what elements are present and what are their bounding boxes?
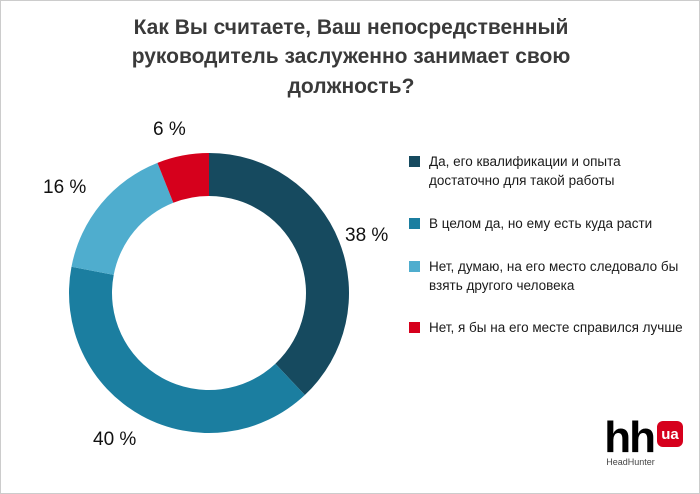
percent-label-seg1: 38 % (345, 225, 389, 246)
percent-label-seg4: 6 % (153, 119, 186, 140)
donut-segment-1 (209, 153, 350, 396)
legend-label: Нет, я бы на его месте справился лучше (429, 320, 683, 336)
logo-row: hh ua (604, 413, 683, 462)
legend-swatch-icon (409, 322, 420, 334)
legend-label: В целом да, но ему есть куда расти (429, 215, 653, 231)
legend-label: Нет, думаю, на его место следовало бы вз… (429, 258, 679, 293)
percent-label-seg2: 40 % (93, 429, 137, 450)
legend-swatch-icon (409, 260, 420, 272)
legend-swatch-icon (409, 217, 420, 229)
legend-item: В целом да, но ему есть куда расти (409, 215, 685, 234)
chart-title: Как Вы считаете, Ваш непосредственный ру… (131, 16, 571, 98)
logo-caption: HeadHunter (606, 457, 655, 467)
logo-ua-badge: ua (657, 421, 683, 447)
headhunter-logo: hh ua HeadHunter (604, 413, 683, 467)
legend-swatch-icon (409, 156, 420, 167)
donut-segment-3 (71, 162, 174, 275)
donut-segment-2 (68, 266, 305, 434)
legend-label: Да, его квалификации и опыта достаточно … (429, 154, 621, 188)
donut-segment-4 (157, 153, 209, 203)
donut-chart-svg (68, 153, 350, 434)
legend-item: Нет, думаю, на его место следовало бы вз… (409, 258, 685, 296)
legend-item: Да, его квалификации и опыта достаточно … (409, 153, 685, 191)
legend-item: Нет, я бы на его месте справился лучше (409, 319, 685, 338)
chart-legend: Да, его квалификации и опыта достаточно … (409, 153, 685, 338)
donut-chart (59, 143, 359, 443)
logo-hh-text: hh (604, 413, 656, 462)
percent-label-seg3: 16 % (43, 177, 87, 198)
